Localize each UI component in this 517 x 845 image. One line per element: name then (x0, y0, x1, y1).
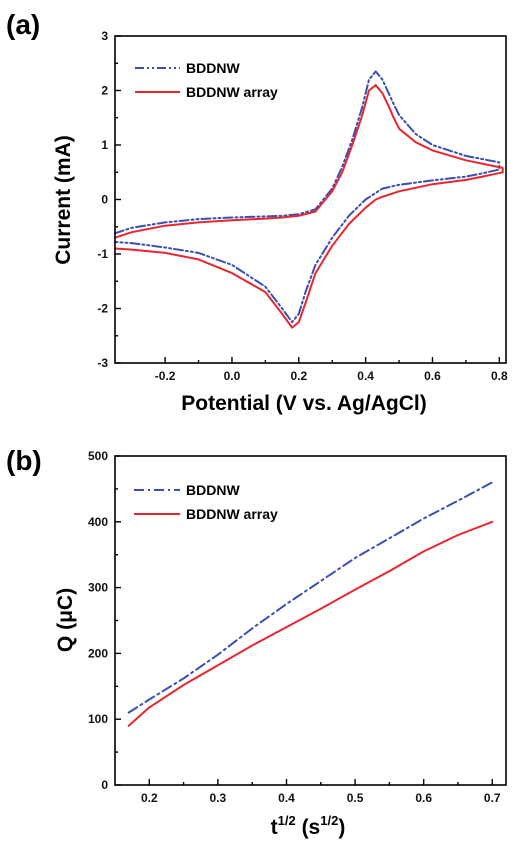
panel-b-y-tick-label: 300 (88, 581, 108, 595)
panel-b-legend-label-bddnw: BDDNW (186, 482, 240, 498)
panel-b-x-axis-title: t1/2 (s1/2) (271, 813, 346, 839)
panel-a-legend-label-bddnw: BDDNW (186, 60, 240, 76)
panel-b-x-tick-label: 0.4 (278, 791, 295, 805)
panel-a-y-tick-label: 3 (101, 29, 108, 43)
panel-b-tick-labels: 0.2 0.3 0.4 0.5 0.6 0.7 0 100 200 300 400 500 (88, 449, 501, 805)
panel-b-legend-label-bddnw-array: BDDNW array (186, 506, 278, 522)
panel-b-series-bddnw-array (127, 520, 494, 727)
panel-b-y-tick-label: 100 (88, 712, 108, 726)
panel-b-series-bddnw (127, 481, 494, 714)
panel-b-y-tick-label: 200 (88, 646, 108, 660)
panel-a-x-tick-label: 0.2 (290, 369, 307, 383)
panel-a-y-axis-title: Current (mA) (52, 135, 75, 265)
panel-a-x-tick-label: 0.6 (424, 369, 441, 383)
panel-a: (a) -0.2 0.0 0.2 0.4 0.6 0.8 -3 -2 -1 0 1 2 3 BDDNW … (6, 9, 508, 415)
panel-a-y-tick-label: -1 (97, 247, 108, 261)
panel-b-ticks (115, 455, 493, 786)
panel-b-plot-frame (114, 455, 507, 786)
panel-a-label: (a) (6, 9, 40, 40)
panel-a-legend-label-bddnw-array: BDDNW array (186, 84, 278, 100)
panel-b-x-title-sup1: 1/2 (278, 813, 296, 828)
panel-b-x-tick-label: 0.6 (415, 791, 432, 805)
panel-a-series (114, 70, 504, 329)
panel-a-x-tick-label: 0.0 (224, 369, 241, 383)
panel-b-y-axis-title: Q (μC) (54, 588, 77, 652)
panel-a-x-tick-label: -0.2 (155, 369, 176, 383)
panel-a-tick-labels: -0.2 0.0 0.2 0.4 0.6 0.8 -3 -2 -1 0 1 2 3 (97, 29, 508, 383)
panel-a-y-tick-label: 2 (101, 84, 108, 98)
panel-b-series (127, 481, 494, 727)
panel-b-legend: BDDNW BDDNW array (134, 482, 278, 522)
panel-b-x-tick-label: 0.3 (210, 791, 227, 805)
panel-a-x-tick-label: 0.4 (357, 369, 374, 383)
panel-a-y-tick-label: 1 (101, 138, 108, 152)
panel-b-x-tick-label: 0.2 (141, 791, 158, 805)
panel-b-x-title-end: ) (338, 816, 345, 839)
panel-b-x-title-mid: (s (296, 816, 321, 839)
panel-b-y-tick-label: 400 (88, 515, 108, 529)
panel-a-series-bddnw (114, 70, 501, 324)
panel-b-x-title-sup2: 1/2 (320, 813, 338, 828)
panel-a-series-bddnw-array (114, 84, 504, 329)
panel-b-y-tick-label: 500 (88, 449, 108, 463)
panel-a-y-tick-label: 0 (101, 193, 108, 207)
panel-a-legend: BDDNW BDDNW array (135, 60, 278, 100)
panel-b-label: (b) (6, 445, 42, 476)
panel-a-y-tick-label: -2 (97, 302, 108, 316)
panel-b-x-tick-label: 0.5 (347, 791, 364, 805)
panel-a-ticks (115, 35, 501, 364)
panel-a-plot-frame (114, 35, 507, 364)
panel-b-y-tick-label: 0 (101, 778, 108, 792)
panel-b: (b) 0.2 0.3 0.4 0.5 0.6 0.7 0 100 200 300 400 500 B… (6, 445, 507, 839)
panel-a-x-axis-title: Potential (V vs. Ag/AgCl) (181, 392, 426, 415)
panel-a-y-tick-label: -3 (97, 356, 108, 370)
panel-a-x-tick-label: 0.8 (491, 369, 508, 383)
panel-b-x-title-main: t (271, 816, 278, 839)
panel-b-x-tick-label: 0.7 (484, 791, 501, 805)
